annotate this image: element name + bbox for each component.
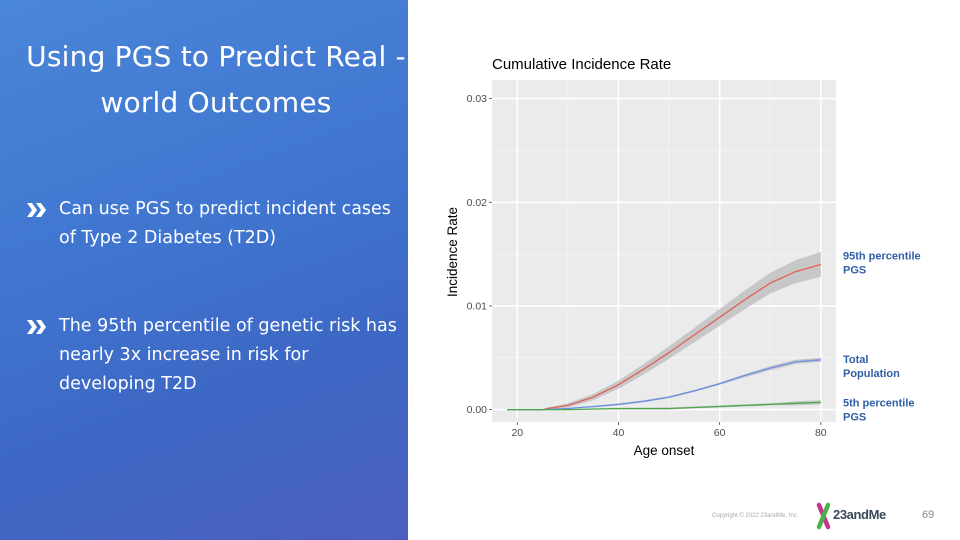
- series-label: 5th percentile: [843, 397, 915, 409]
- series-label: Total: [843, 354, 868, 366]
- page-number: 69: [922, 509, 935, 521]
- copyright-text: Copyright © 2022 23andMe, Inc.: [712, 513, 799, 519]
- y-axis-label: Incidence Rate: [445, 207, 460, 297]
- company-logo-icon: [816, 502, 831, 530]
- series-label: Population: [843, 368, 900, 380]
- series-label: PGS: [843, 411, 866, 423]
- series-line: [507, 359, 821, 411]
- chart-title: Cumulative Incidence Rate: [492, 56, 671, 73]
- double-chevron-icon: [27, 320, 46, 334]
- bullet-text: Can use PGS to predict incident cases of…: [59, 199, 391, 248]
- x-tick-label: 60: [714, 427, 726, 439]
- double-chevron-icon: [27, 203, 46, 217]
- y-tick-label: 0.03: [467, 93, 488, 105]
- y-tick-label: 0.00: [467, 404, 488, 416]
- logo-text: 23andMe: [833, 507, 886, 522]
- y-tick-label: 0.01: [467, 300, 488, 312]
- confidence-band: [507, 252, 821, 410]
- slide-title: Using PGS to Predict Real -world Outcome…: [26, 40, 406, 119]
- series-label: PGS: [843, 264, 866, 276]
- x-axis-label: Age onset: [634, 443, 695, 458]
- series-line: [507, 401, 821, 411]
- y-tick-label: 0.02: [467, 197, 488, 209]
- x-tick-label: 80: [815, 427, 827, 439]
- x-tick-label: 40: [613, 427, 625, 439]
- series-label: 95th percentile: [843, 250, 921, 262]
- plot-background: [492, 80, 836, 422]
- title-panel: [0, 0, 408, 540]
- x-tick-label: 20: [511, 427, 523, 439]
- incidence-chart: Cumulative Incidence Rate 20 40 60 80 0.00 0.…: [445, 56, 921, 458]
- bullet-text: The 95th percentile of genetic risk has …: [59, 316, 397, 394]
